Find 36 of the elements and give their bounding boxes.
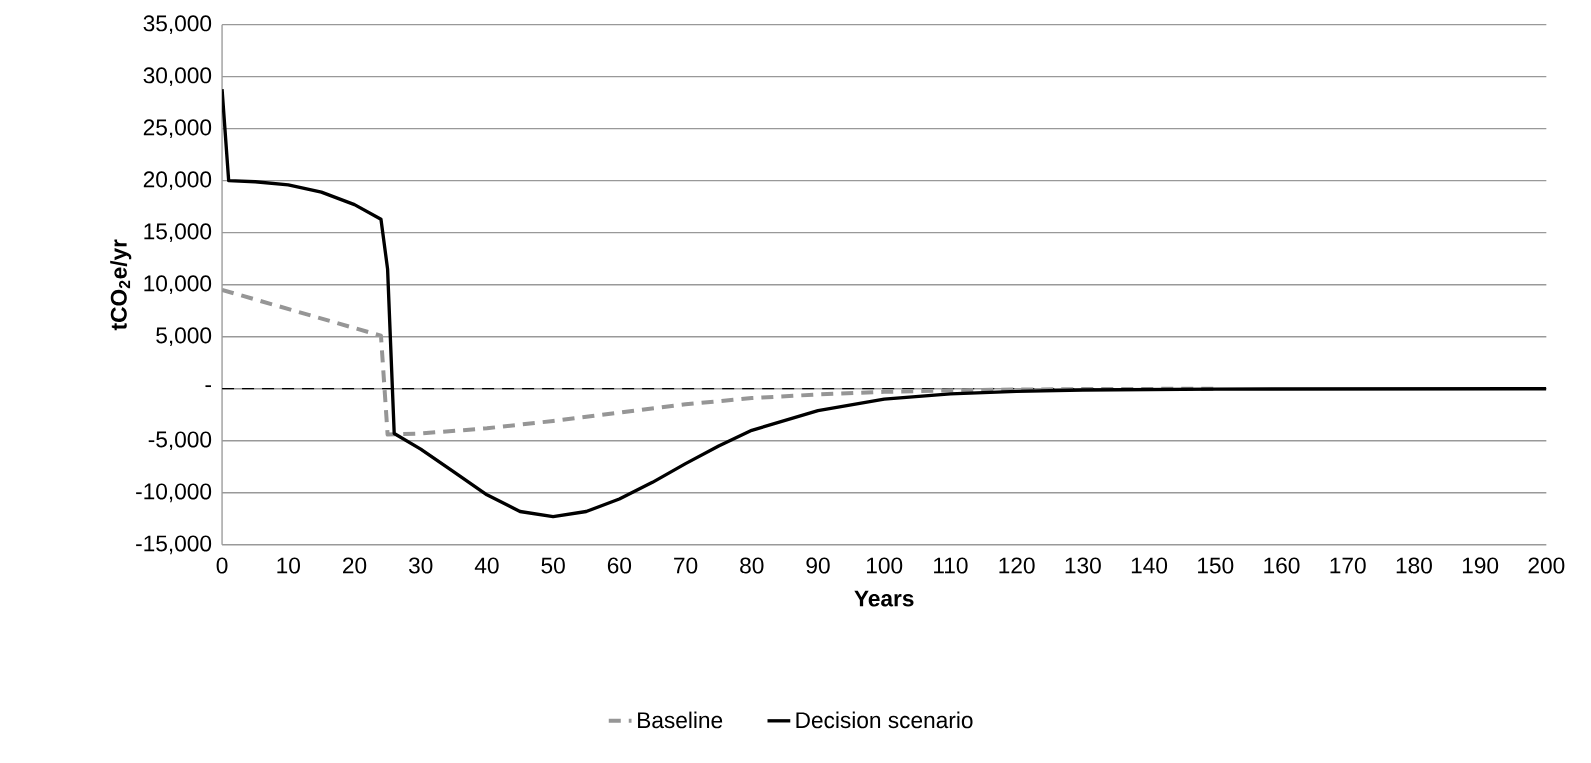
x-tick-label: 110: [934, 557, 968, 574]
y-tick-label: -15,000: [136, 535, 212, 555]
y-tick-label: 10,000: [144, 275, 212, 295]
x-tick-label: 90: [806, 557, 830, 574]
x-tick-label: 70: [674, 557, 698, 574]
x-tick-label: 100: [867, 557, 903, 574]
y-tick-label: 25,000: [143, 119, 212, 139]
legend-label: Decision scenario: [796, 711, 973, 729]
x-tick-label: 130: [1065, 557, 1101, 574]
x-tick-label: 30: [408, 557, 433, 574]
y-tick-label: -5,000: [148, 431, 212, 451]
y-axis-title: tCO$_{2}$e/yr: [110, 239, 132, 331]
x-tick-label: 150: [1198, 557, 1234, 574]
x-axis-title: Years: [854, 590, 914, 607]
x-tick-label: 50: [541, 557, 565, 574]
x-tick-label: 140: [1131, 557, 1168, 574]
x-tick-label: 120: [999, 557, 1035, 574]
y-tick-label: -10,000: [136, 483, 212, 503]
x-tick-label: 80: [740, 557, 764, 574]
x-tick-label: 180: [1396, 557, 1432, 574]
x-tick-label: 10: [277, 557, 300, 574]
x-tick-label: 170: [1330, 557, 1366, 574]
x-tick-label: 60: [607, 557, 632, 574]
y-tick-label: 20,000: [143, 171, 212, 191]
x-tick-label: 0: [216, 557, 228, 574]
y-tick-label: 30,000: [143, 67, 212, 87]
x-tick-label: 190: [1462, 557, 1499, 574]
x-tick-label: 160: [1264, 557, 1300, 574]
y-tick-label: 15,000: [144, 223, 212, 243]
legend-label: Baseline: [638, 711, 723, 729]
x-tick-label: 200: [1528, 557, 1565, 574]
x-tick-label: 20: [343, 557, 367, 574]
y-tick-label: 5,000: [156, 327, 212, 347]
x-tick-label: 40: [474, 557, 499, 574]
y-tick-label: -: [205, 385, 212, 388]
y-tick-label: 35,000: [143, 15, 212, 35]
